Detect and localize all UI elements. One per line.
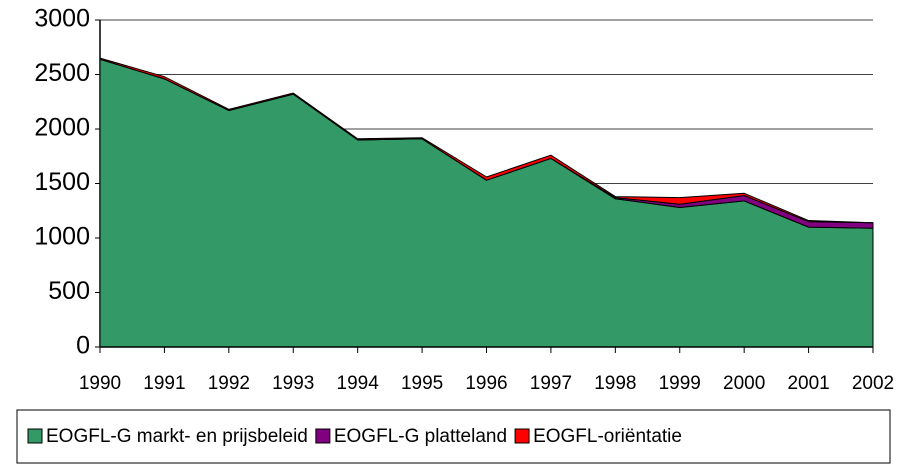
area xyxy=(99,57,874,224)
y-tick-label: 3000 xyxy=(34,5,90,33)
x-tick-label: 1998 xyxy=(594,373,636,394)
y-tick-label: 500 xyxy=(48,277,90,305)
x-tick-label: 1995 xyxy=(401,373,443,394)
y-tick-label: 2500 xyxy=(34,59,90,87)
legend-box xyxy=(16,409,891,464)
legend-label: EOGFL-oriëntatie xyxy=(533,426,682,447)
legend-swatch xyxy=(315,428,331,444)
x-tick-label: 1994 xyxy=(337,373,380,394)
x-tick-label: 1992 xyxy=(208,373,250,394)
legend-label: EOGFL-G markt- en prijsbeleid xyxy=(46,426,308,447)
legend-swatch xyxy=(514,428,530,444)
x-tick-label: 1991 xyxy=(143,373,185,394)
y-tick-label: 0 xyxy=(76,332,90,360)
x-tick-label: 1999 xyxy=(659,373,701,394)
legend-label: EOGFL-G platteland xyxy=(334,426,507,447)
x-tick-label: 1997 xyxy=(530,373,572,394)
y-tick-label: 2000 xyxy=(34,114,90,142)
x-tick-label: 2002 xyxy=(852,373,894,394)
x-tick-label: 1996 xyxy=(465,373,507,394)
x-tick-label: 2001 xyxy=(787,373,829,394)
x-tick-label: 2000 xyxy=(723,373,765,394)
legend-swatch xyxy=(27,428,43,444)
y-tick-label: 1000 xyxy=(34,223,90,251)
y-tick-label: 1500 xyxy=(34,168,90,196)
x-tick-label: 1993 xyxy=(272,373,314,394)
x-tick-label: 1990 xyxy=(79,373,121,394)
